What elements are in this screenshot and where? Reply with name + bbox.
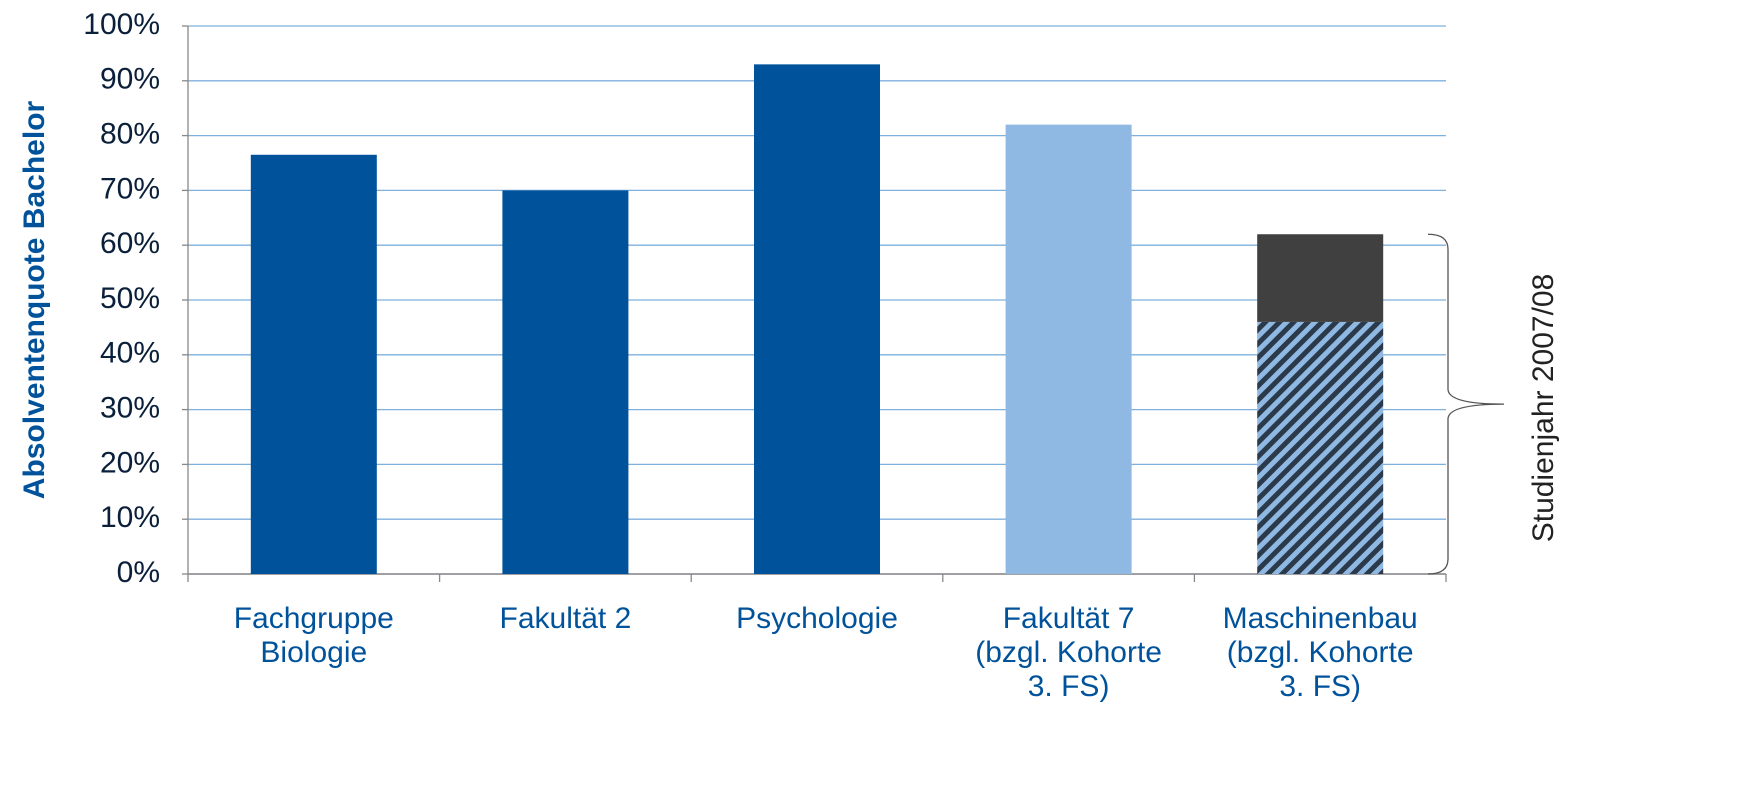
brace <box>1427 233 1505 575</box>
bar <box>1257 321 1384 574</box>
y-tick-label: 60% <box>100 227 160 260</box>
x-tick-label: Maschinenbau (bzgl. Kohorte 3. FS) <box>1222 602 1418 703</box>
bar <box>502 190 629 574</box>
x-tick-label: Fachgruppe Biologie <box>233 602 394 669</box>
bar <box>1005 124 1132 574</box>
y-tick-label: 70% <box>100 172 160 205</box>
x-tick-label: Fakultät 7 (bzgl. Kohorte 3. FS) <box>975 602 1162 703</box>
x-tick-label: Psychologie <box>736 602 898 635</box>
y-axis-label: Absolventenquote Bachelor <box>18 100 51 499</box>
y-tick-label: 0% <box>117 556 160 589</box>
y-tick-label: 30% <box>100 392 160 425</box>
y-tick-label: 90% <box>100 63 160 96</box>
y-tick-label: 40% <box>100 337 160 370</box>
y-tick-label: 20% <box>100 446 160 479</box>
x-tick-label: Fakultät 2 <box>499 602 632 635</box>
y-tick-label: 80% <box>100 118 160 151</box>
bar <box>754 64 880 575</box>
bar <box>250 154 377 574</box>
y-tick-label: 10% <box>100 501 160 534</box>
y-tick-label: 50% <box>100 282 160 315</box>
y-tick-label: 100% <box>83 8 160 41</box>
bar <box>1257 234 1384 322</box>
annotation: Studienjahr 2007/08 <box>1527 274 1560 543</box>
